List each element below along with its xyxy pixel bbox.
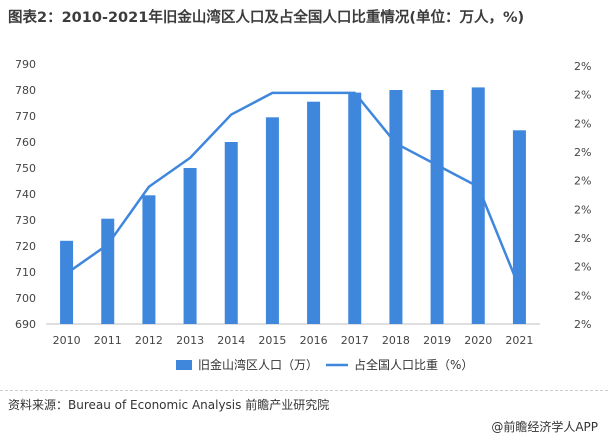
bar [60,240,74,324]
x-tick-label: 2020 [464,334,492,347]
y-right-tick-label: 2% [574,318,591,331]
x-tick-label: 2014 [217,334,245,347]
x-tick-label: 2015 [258,334,286,347]
bar [142,195,156,324]
bar [471,87,485,325]
bar-series [60,87,526,325]
bar [512,130,526,324]
y-left-tick-label: 720 [15,240,36,253]
y-left-tick-label: 740 [15,188,36,201]
bar [307,101,321,324]
y-right-tick-label: 2% [574,232,591,245]
x-tick-label: 2016 [300,334,328,347]
divider [0,390,608,391]
y-left-tick-label: 730 [15,214,36,227]
y-left-tick-label: 760 [15,136,36,149]
x-tick-label: 2018 [382,334,410,347]
y-left-tick-label: 770 [15,110,36,123]
x-tick-label: 2012 [135,334,163,347]
legend-bar-swatch [176,360,192,370]
y-right-tick-label: 2% [574,203,591,216]
y-right-tick-label: 2% [574,175,591,188]
x-tick-label: 2011 [94,334,122,347]
y-left-tick-label: 790 [15,58,36,71]
chart-title: 图表2：2010-2021年旧金山湾区人口及占全国人口比重情况(单位：万人，%) [8,10,525,26]
y-left-tick-label: 780 [15,84,36,97]
x-tick-label: 2017 [341,334,369,347]
y-left-tick-label: 700 [15,292,36,305]
bar [430,90,444,324]
chart-axes: 690 700 710 720 730 740 750 760 770 780 790 2% 2% 2% 2… [15,58,591,347]
x-tick-label: 2013 [176,334,204,347]
y-left-tick-label: 710 [15,266,36,279]
line-path [65,91,521,289]
x-tick-label: 2019 [423,334,451,347]
bar [348,92,362,324]
line-series [65,91,521,289]
x-tick-label: 2021 [505,334,533,347]
bar [183,168,197,324]
bar [265,117,279,324]
y-left-tick-label: 750 [15,162,36,175]
bar [101,218,115,324]
legend-bar-label: 旧金山湾区人口（万） [198,357,318,372]
y-left-tick-label: 690 [15,318,36,331]
y-right-tick-label: 2% [574,60,591,73]
y-right-tick-label: 2% [574,117,591,130]
y-right-tick-label: 2% [574,146,591,159]
credit-note: @前瞻经济学人APP [491,420,598,434]
y-right-tick-label: 2% [574,289,591,302]
y-right-tick-label: 2% [574,261,591,274]
bar [389,90,403,324]
source-note: 资料来源：Bureau of Economic Analysis 前瞻产业研究院 [8,398,330,412]
legend: 旧金山湾区人口（万） 占全国人口比重（%） [176,357,473,372]
x-tick-label: 2010 [53,334,81,347]
y-right-tick-label: 2% [574,89,591,102]
legend-line-label: 占全国人口比重（%） [354,357,473,372]
bar [224,142,238,324]
